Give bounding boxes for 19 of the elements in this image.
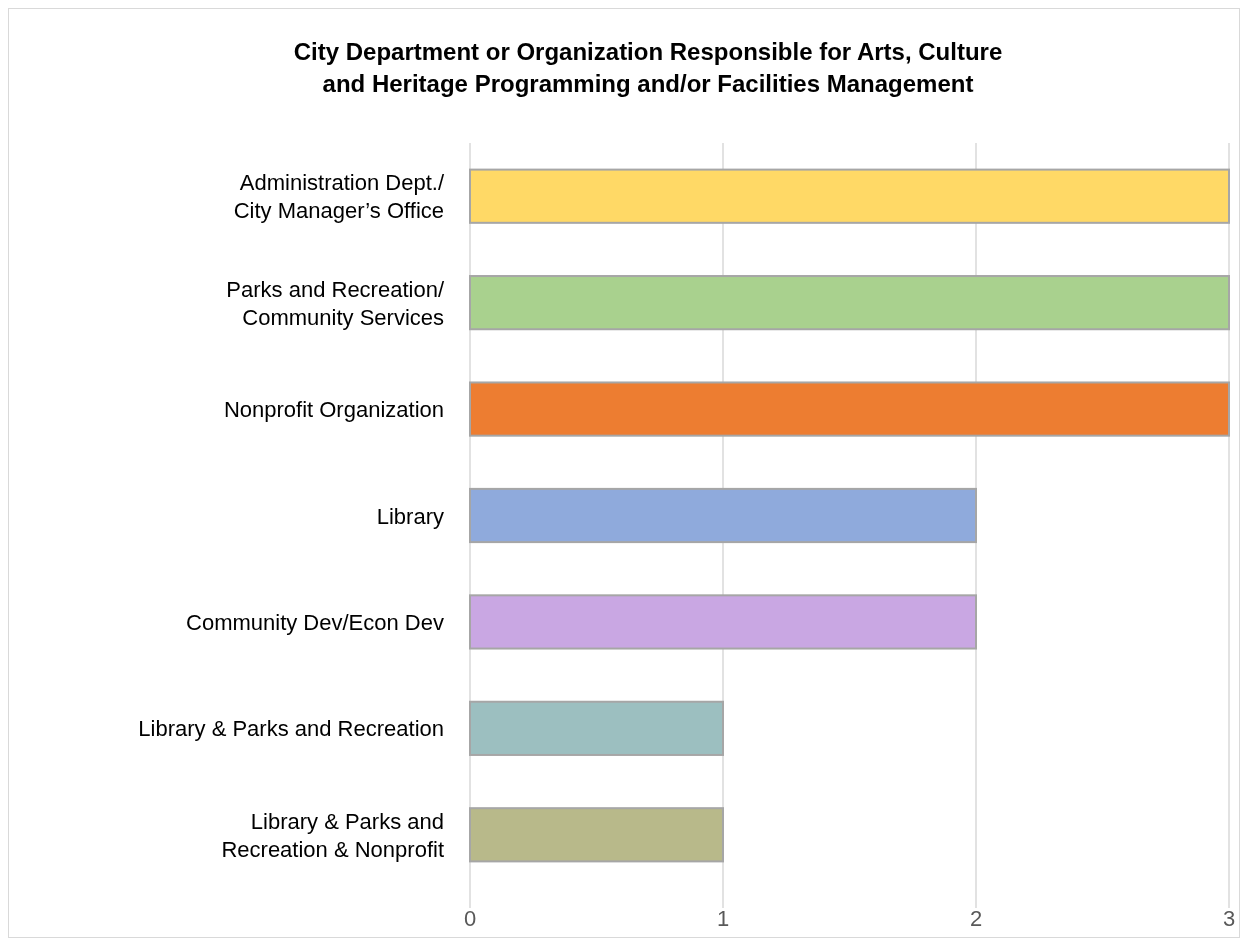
y-tick-label: Library [376, 503, 444, 529]
y-tick-label: Parks and Recreation/ Community Services [226, 276, 445, 330]
x-tick-label: 0 [463, 906, 477, 931]
x-tick-label: 2 [969, 906, 983, 931]
bar [469, 807, 724, 863]
bar [469, 168, 1230, 224]
chart-title: City Department or Organization Responsible for Arts, Culture and Heritage Programming and/or Facilities Management [293, 38, 1003, 97]
y-tick-label: Administration Dept./ City Manager’s Office [233, 170, 445, 224]
y-tick-label: Community Dev/Econ Dev [186, 609, 444, 635]
bar [469, 381, 1230, 437]
bar [469, 594, 977, 650]
bar [469, 700, 724, 756]
x-tick-label: 3 [1222, 906, 1236, 931]
y-tick-label: Library & Parks and Recreation & Nonprofit [221, 808, 444, 862]
bar [469, 487, 977, 544]
x-tick-label: 1 [716, 906, 730, 931]
bar [469, 275, 1230, 331]
y-tick-label: Library & Parks and Recreation [138, 716, 444, 742]
y-tick-label: Nonprofit Organization [223, 397, 444, 423]
